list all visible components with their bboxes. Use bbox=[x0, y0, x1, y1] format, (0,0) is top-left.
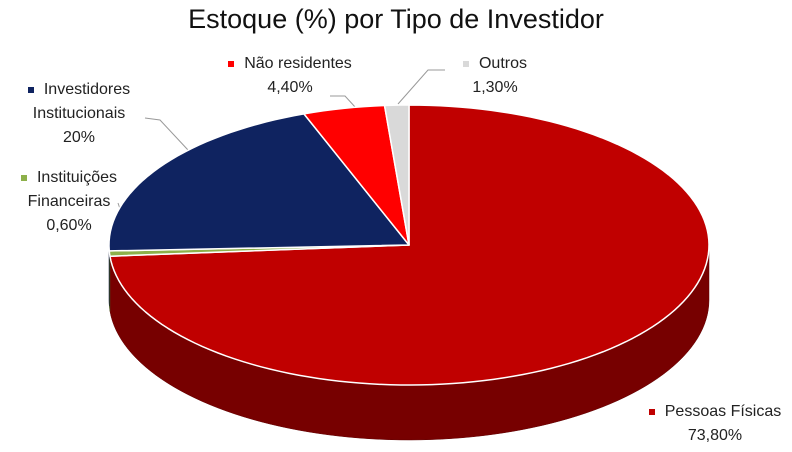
legend-marker bbox=[648, 408, 655, 415]
category-label: Investidores Institucionais bbox=[32, 81, 131, 122]
leader-line bbox=[144, 117, 189, 151]
data-label: Outros 1,30% bbox=[440, 52, 550, 100]
leader-line bbox=[330, 95, 357, 109]
slice bbox=[383, 104, 410, 246]
data-label: Investidores Institucionais 20% bbox=[4, 78, 154, 150]
category-label: Instituições Financeiras bbox=[27, 169, 118, 210]
legend-marker bbox=[462, 60, 469, 67]
leader-line bbox=[397, 69, 445, 105]
value-label: 20% bbox=[62, 129, 96, 146]
slice bbox=[303, 104, 410, 246]
chart-title: Estoque (%) por Tipo de Investidor bbox=[188, 4, 604, 34]
category-label: Pessoas Físicas bbox=[664, 403, 782, 420]
legend-marker bbox=[27, 86, 34, 93]
data-label: Pessoas Físicas 73,80% bbox=[640, 400, 790, 448]
leader-lines bbox=[117, 69, 445, 227]
legend-marker bbox=[228, 60, 235, 67]
value-label: 0,60% bbox=[46, 217, 92, 234]
value-label: 1,30% bbox=[472, 79, 518, 96]
category-label: Não residentes bbox=[244, 55, 352, 72]
data-label: Instituições Financeiras 0,60% bbox=[8, 166, 130, 238]
data-label: Não residentes 4,40% bbox=[210, 52, 370, 100]
legend-marker bbox=[20, 174, 27, 181]
category-label: Outros bbox=[478, 55, 527, 72]
value-label: 4,40% bbox=[267, 79, 313, 96]
slice bbox=[108, 113, 410, 252]
value-label: 73,80% bbox=[687, 427, 743, 444]
